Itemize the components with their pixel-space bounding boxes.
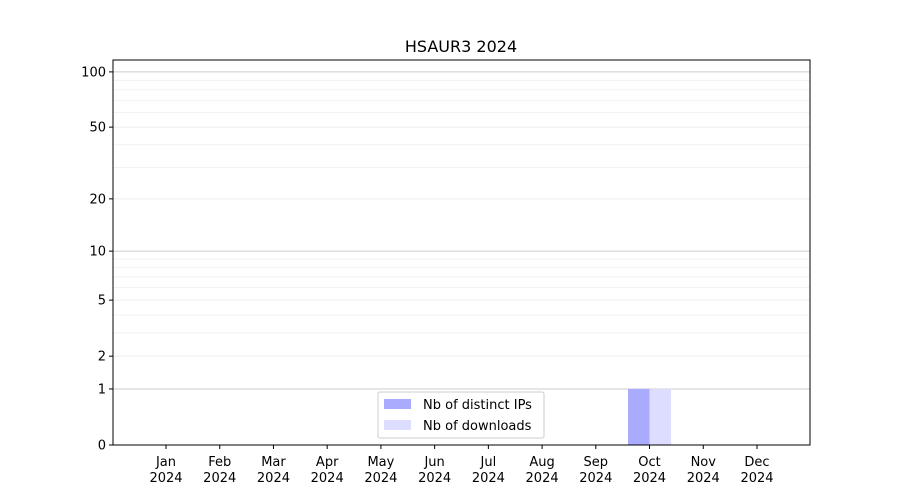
y-axis: 0 1 2 5 10 20 50 100 [81, 65, 113, 454]
legend-swatch-downloads [384, 420, 411, 430]
x-tick-label-year: 2024 [257, 471, 290, 486]
x-tick-label-month: Aug [529, 455, 554, 470]
x-tick-label-month: Sep [584, 455, 609, 470]
legend-swatch-ips [384, 399, 411, 409]
bars [628, 388, 672, 445]
x-tick-label-month: Feb [208, 455, 231, 470]
y-tick-label: 50 [89, 121, 106, 136]
x-tick-label-month: Jan [155, 455, 176, 470]
x-axis: Jan2024Feb2024Mar2024Apr2024May2024Jun20… [149, 445, 774, 486]
x-tick-label-month: Dec [744, 455, 769, 470]
x-tick-label-month: Jun [423, 455, 444, 470]
y-tick-label: 20 [89, 192, 106, 207]
x-tick-label-year: 2024 [740, 471, 773, 486]
y-tick-label: 2 [98, 350, 106, 365]
plot-frame [112, 59, 811, 446]
legend-box [377, 391, 545, 439]
y-tick-label: 0 [98, 439, 106, 454]
x-tick-label-year: 2024 [311, 471, 344, 486]
x-tick-label-year: 2024 [418, 471, 451, 486]
x-tick-label-year: 2024 [472, 471, 505, 486]
x-tick-label-month: Jul [480, 455, 497, 470]
legend: Nb of distinct IPs Nb of downloads [377, 391, 545, 439]
legend-label-downloads: Nb of downloads [423, 419, 532, 434]
x-tick-label-year: 2024 [633, 471, 666, 486]
x-tick-label-month: Mar [261, 455, 286, 470]
x-tick-label-year: 2024 [364, 471, 397, 486]
x-tick-label-month: Apr [316, 455, 339, 470]
x-tick-label-month: Oct [638, 455, 660, 470]
y-tick-label: 1 [98, 382, 106, 397]
x-tick-label-year: 2024 [149, 471, 182, 486]
x-tick-label-year: 2024 [203, 471, 236, 486]
bar-distinct-ips-oct [628, 388, 650, 445]
bar-downloads-oct [649, 388, 672, 445]
grid [113, 71, 810, 446]
x-tick-label-year: 2024 [579, 471, 612, 486]
x-tick-label-year: 2024 [687, 471, 720, 486]
y-tick-label: 100 [81, 65, 106, 80]
legend-label-ips: Nb of distinct IPs [423, 398, 532, 413]
x-tick-label-month: May [367, 455, 394, 470]
x-tick-label-month: Nov [691, 455, 717, 470]
chart-title: HSAUR3 2024 [405, 37, 517, 56]
x-tick-label-year: 2024 [526, 471, 559, 486]
y-tick-label: 10 [89, 245, 106, 260]
y-tick-label: 5 [98, 294, 106, 309]
